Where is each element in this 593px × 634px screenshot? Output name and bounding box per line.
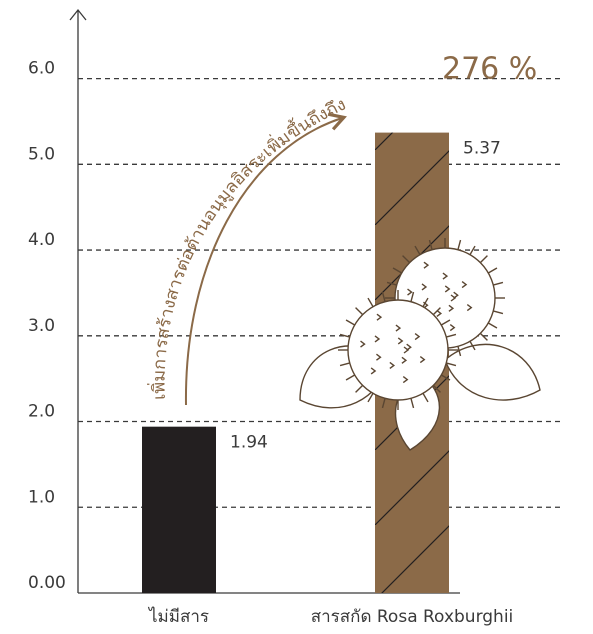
hip-mark bbox=[442, 272, 449, 280]
y-tick-label: 4.0 bbox=[28, 230, 55, 250]
hip-mark bbox=[444, 285, 451, 293]
y-tick-label: 2.0 bbox=[28, 402, 55, 422]
hip-mark bbox=[449, 324, 456, 332]
hip-mark bbox=[453, 291, 459, 299]
arrow bbox=[184, 112, 347, 406]
hip-mark bbox=[436, 309, 443, 318]
annotation-value: 276 % bbox=[442, 52, 537, 87]
hip-mark bbox=[406, 343, 412, 351]
hip-mark bbox=[374, 335, 381, 343]
annotation: เพิ่มการสร้างสารต่อต้านอนุมูลอิสระเพิ่มข… bbox=[147, 95, 350, 401]
hip-mark bbox=[419, 356, 426, 364]
hip-mark bbox=[360, 340, 366, 348]
hip-mark bbox=[376, 353, 382, 361]
hip-mark bbox=[397, 337, 404, 345]
x-tick-label: ไม่มีสาร bbox=[147, 606, 209, 627]
hip-mark bbox=[395, 324, 402, 332]
y-axis-arrow bbox=[69, 8, 87, 21]
hip-mark bbox=[461, 281, 468, 289]
y-tick-label: 1.0 bbox=[28, 487, 55, 507]
y-tick-label: 0.00 bbox=[28, 573, 66, 593]
hip-mark bbox=[407, 288, 413, 296]
hip-mark bbox=[423, 261, 430, 269]
hip bbox=[347, 299, 449, 401]
hip-mark bbox=[389, 361, 396, 370]
y-tick-label: 5.0 bbox=[28, 144, 55, 164]
hip-mark bbox=[402, 376, 409, 384]
hip-mark bbox=[421, 283, 428, 291]
annotation-text: เพิ่มการสร้างสารต่อต้านอนุมูลอิสระเพิ่มข… bbox=[147, 95, 350, 401]
x-tick-label: สารสกัด Rosa Roxburghii bbox=[311, 607, 514, 627]
hip-mark bbox=[448, 304, 455, 312]
hip-mark bbox=[414, 333, 421, 341]
hip-mark bbox=[401, 356, 408, 364]
y-tick-label: 6.0 bbox=[28, 59, 55, 79]
hip-mark bbox=[370, 367, 377, 375]
bar bbox=[142, 426, 216, 593]
rosehip-illustration bbox=[299, 238, 541, 451]
value-label: 5.37 bbox=[463, 139, 501, 159]
hip-mark bbox=[466, 304, 473, 312]
y-tick-label: 3.0 bbox=[28, 316, 55, 336]
value-label: 1.94 bbox=[230, 433, 268, 453]
hip-mark bbox=[376, 313, 383, 321]
